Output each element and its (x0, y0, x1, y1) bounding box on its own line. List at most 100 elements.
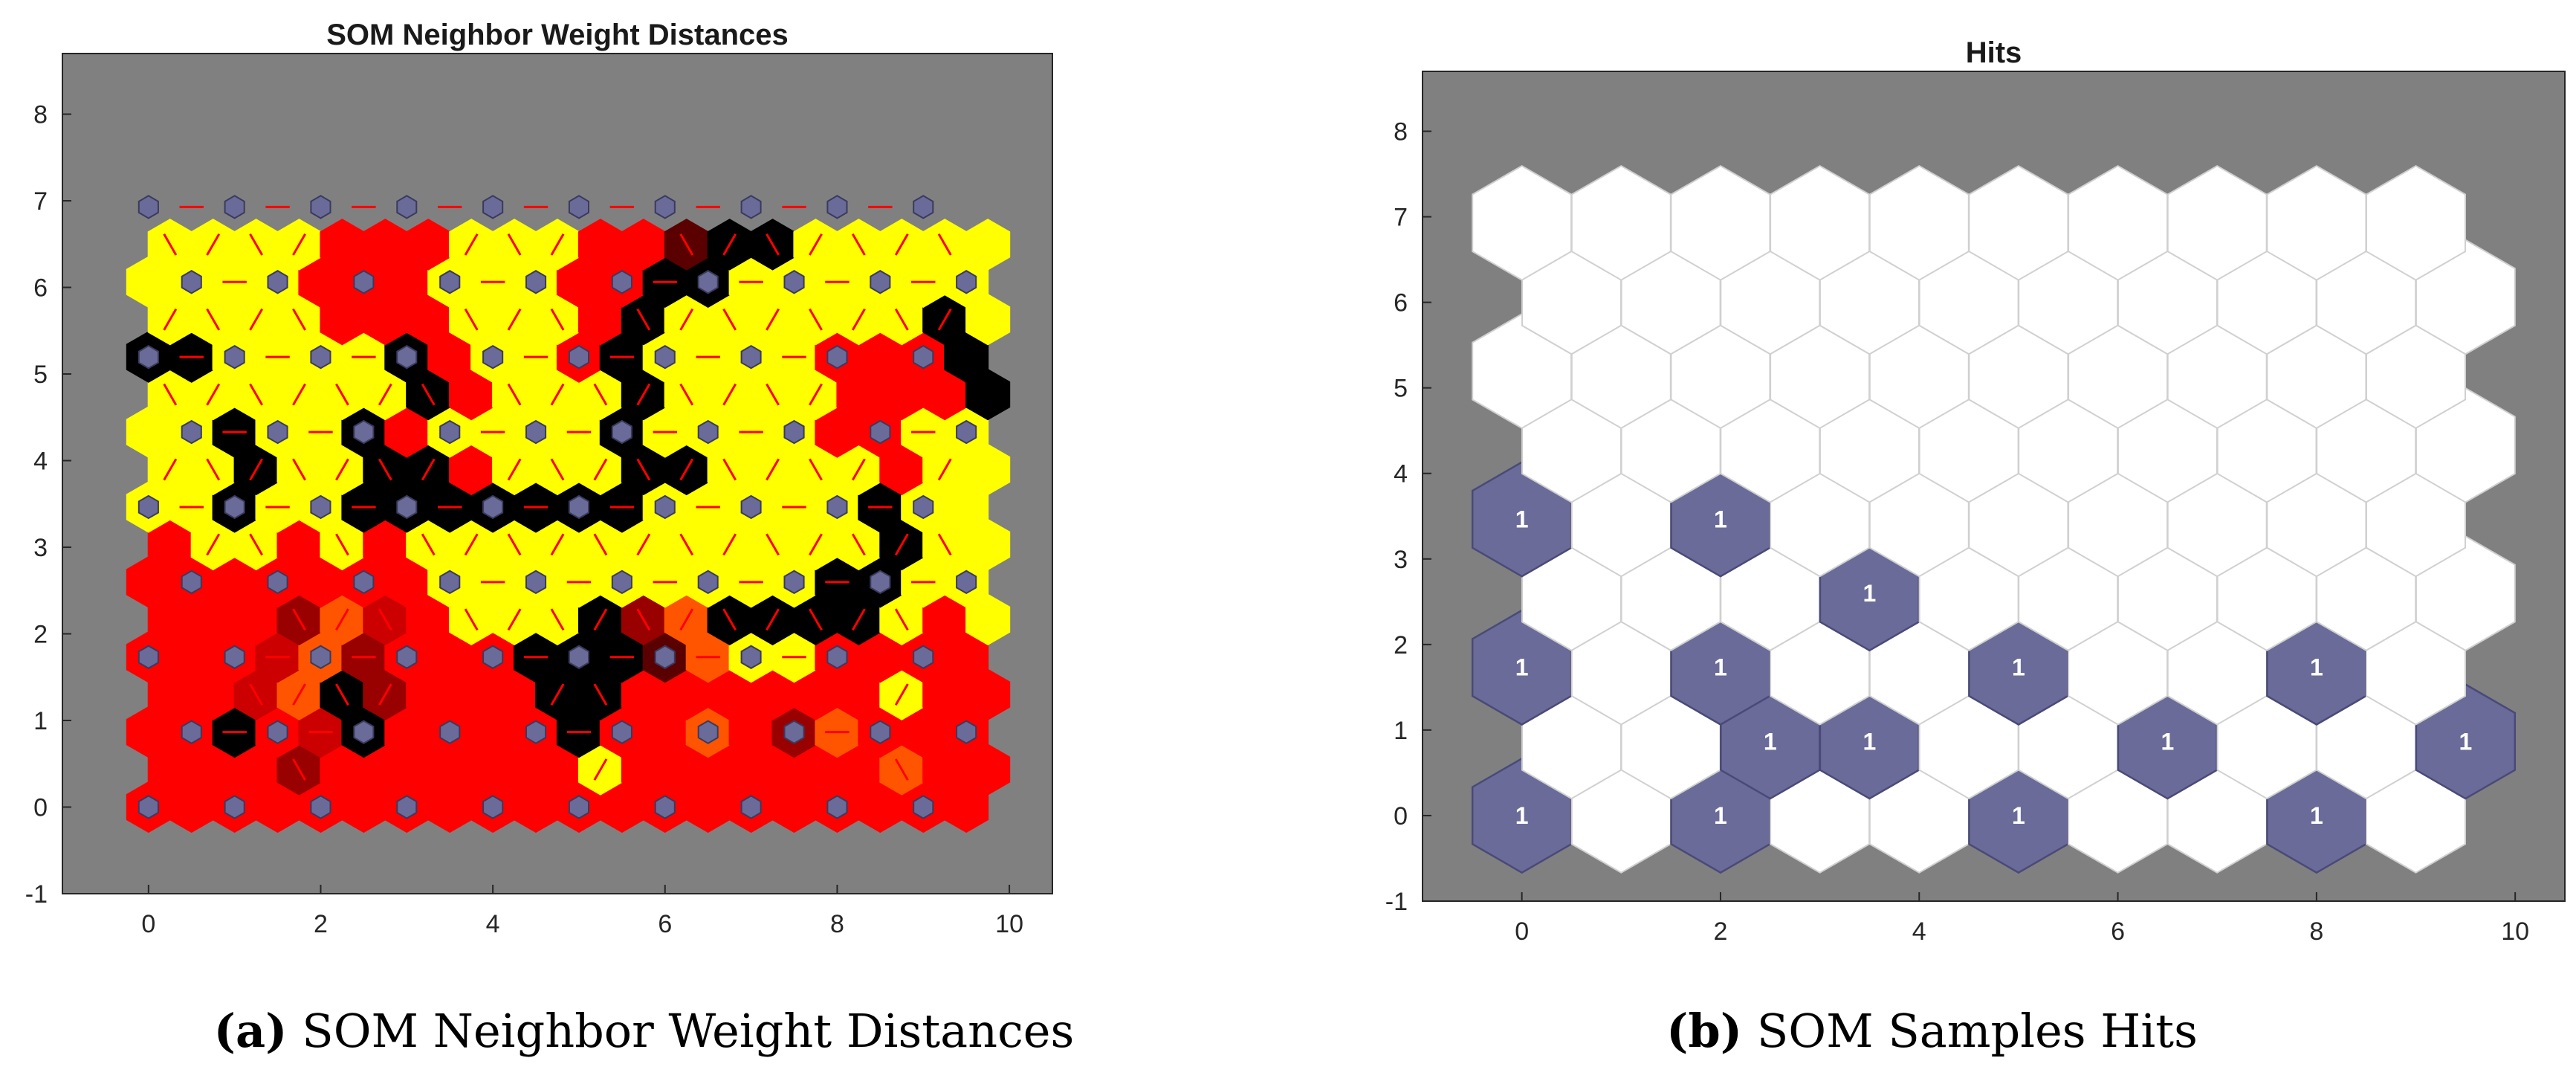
connection-line (593, 308, 608, 331)
connection-line (249, 458, 264, 481)
connection-line (206, 758, 221, 781)
neuron-marker (697, 720, 719, 744)
y-tick-label: 8 (1394, 118, 1408, 146)
neuron-marker (568, 795, 589, 819)
neuron-marker (826, 195, 848, 219)
neuron-marker (870, 720, 891, 744)
connection-line (679, 608, 694, 631)
connection-line (809, 758, 823, 781)
connection-line (766, 383, 780, 406)
neuron-marker (956, 270, 977, 294)
hit-count-label: 1 (1714, 802, 1727, 829)
connection-line (421, 608, 436, 631)
neuron-marker (913, 494, 934, 520)
connection-line (593, 383, 608, 406)
connection-line (593, 758, 608, 781)
x-tick-label: 0 (1515, 917, 1529, 946)
hit-count-label: 1 (1714, 654, 1727, 681)
connection-line (249, 383, 264, 406)
neuron-marker (956, 570, 977, 595)
connection-line (163, 458, 178, 481)
connection-line (249, 683, 264, 706)
caption-b-label: (b) (1666, 1004, 1743, 1058)
neuron-marker (439, 720, 461, 744)
connection-line (292, 308, 306, 331)
connection-line (206, 233, 221, 256)
neuron-marker (224, 645, 245, 669)
neuron-marker (654, 494, 676, 520)
connection-line (722, 383, 737, 406)
neuron-marker (568, 344, 589, 370)
neuron-marker (137, 494, 159, 520)
connection-line (163, 533, 178, 556)
neuron-marker (310, 494, 331, 520)
connection-line (636, 308, 651, 331)
connection-line (593, 458, 608, 481)
connection-line (636, 608, 651, 631)
connection-line (249, 233, 264, 256)
connection-line (851, 233, 866, 256)
connection-line (550, 383, 565, 406)
y-tick-label: 8 (33, 101, 48, 129)
hit-count-label: 1 (2310, 654, 2323, 681)
connection-line (937, 758, 952, 781)
y-tick-label: 1 (1394, 717, 1408, 745)
connection-line (378, 383, 392, 406)
connection-line (722, 533, 737, 556)
connection-line (679, 458, 694, 481)
neuron-marker (740, 494, 762, 520)
neuron-marker (826, 795, 848, 819)
connection-line (249, 308, 264, 331)
connection-line (378, 758, 392, 781)
y-tick-label: 7 (1394, 204, 1408, 232)
neuron-marker (137, 344, 159, 370)
connection-line (550, 683, 565, 706)
connection-line (335, 233, 349, 256)
connection-line (421, 758, 436, 781)
connection-line (593, 608, 608, 631)
neuron-marker (697, 270, 719, 294)
connection-line (722, 308, 737, 331)
connection-line (292, 383, 306, 406)
connection-line (766, 458, 780, 481)
connection-line (249, 608, 264, 631)
neuron-marker (654, 195, 676, 219)
y-tick-label: 6 (1394, 289, 1408, 317)
connection-line (722, 608, 737, 631)
neuron-marker (137, 195, 159, 219)
neuron-marker (439, 270, 461, 294)
connection-line (679, 308, 694, 331)
connection-line (894, 233, 909, 256)
neuron-marker (654, 344, 676, 370)
connection-line (335, 533, 349, 556)
neurons (137, 195, 977, 819)
connection-line (894, 308, 909, 331)
connection-line (335, 458, 349, 481)
connection-line (937, 458, 952, 481)
y-tick-label: 2 (1394, 631, 1408, 659)
neuron-marker (396, 645, 418, 669)
connection-line (421, 383, 436, 406)
chart-title: SOM Neighbor Weight Distances (326, 19, 789, 51)
hit-count-label: 1 (1863, 728, 1877, 755)
neuron-marker (654, 645, 676, 669)
neuron-marker (310, 795, 331, 819)
hit-count-label: 1 (2012, 802, 2025, 829)
neuron-marker (439, 570, 461, 595)
connection-line (507, 458, 522, 481)
neuron-marker (697, 419, 719, 445)
connection-line (636, 758, 651, 781)
neuron-marker (740, 344, 762, 370)
connection-line (809, 383, 823, 406)
neuron-marker (396, 195, 418, 219)
connection-line (464, 533, 479, 556)
connection-line (507, 308, 522, 331)
neuron-marker (353, 720, 375, 744)
x-tick-label: 10 (2501, 917, 2529, 946)
connection-line (851, 308, 866, 331)
neuron-marker (310, 344, 331, 370)
connection-line (937, 533, 952, 556)
y-tick-label: 1 (33, 707, 48, 735)
connection-line (851, 383, 866, 406)
connection-line (722, 458, 737, 481)
